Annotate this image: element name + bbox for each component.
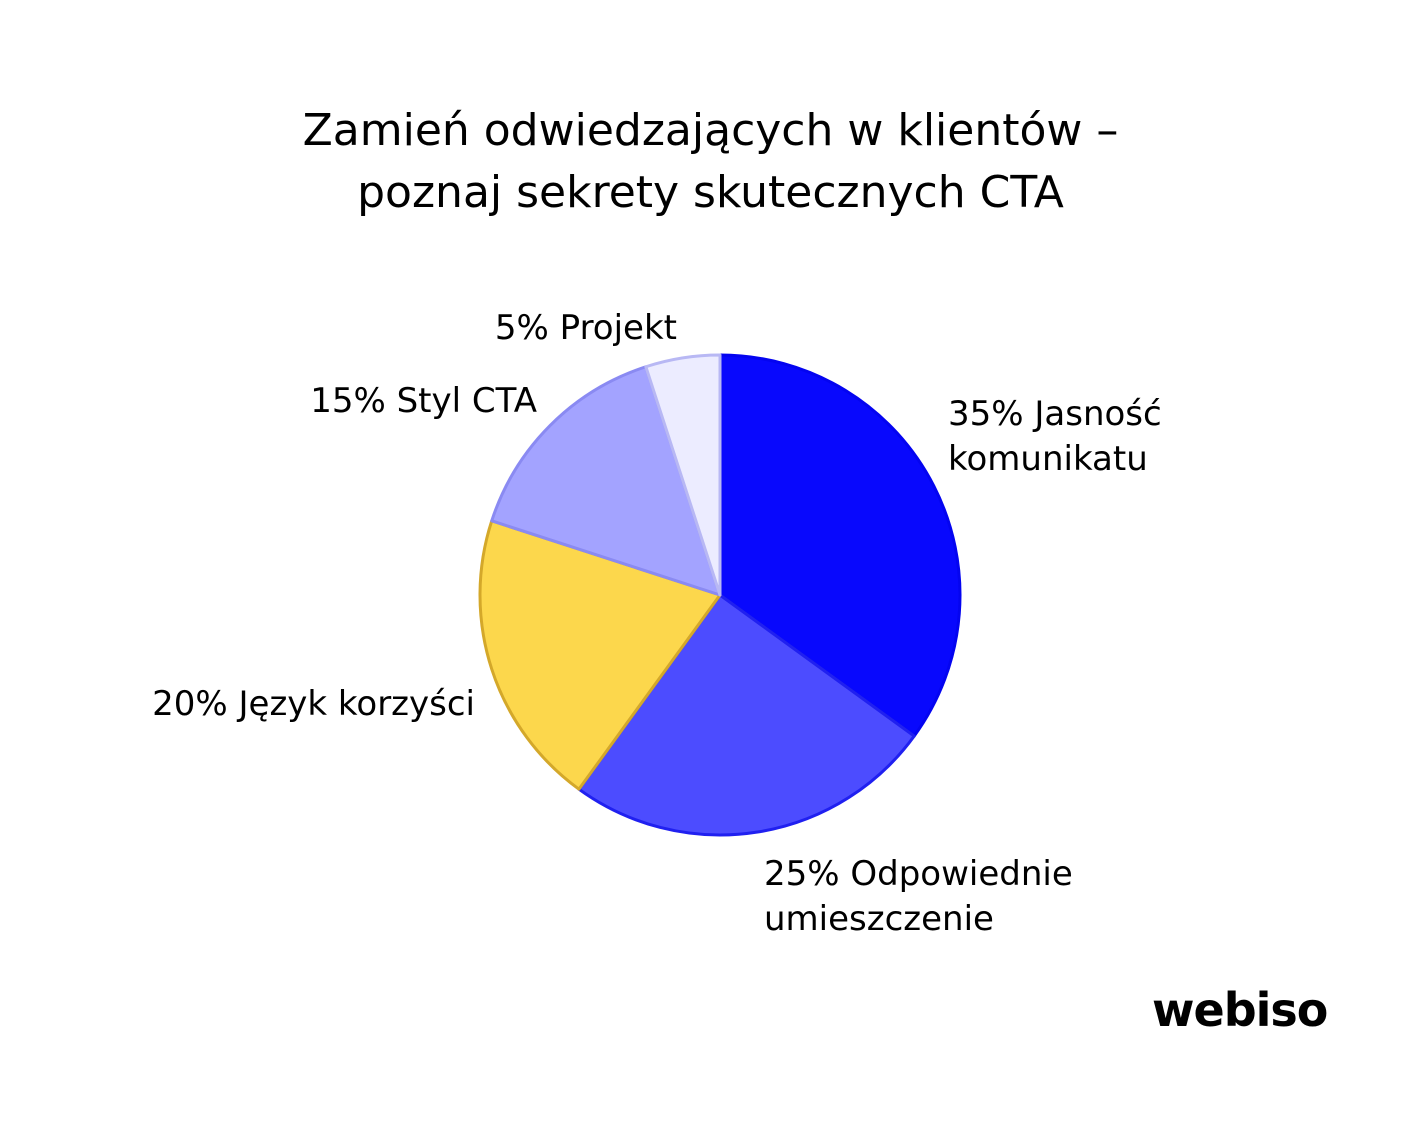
- pie-slice-2: [577, 593, 916, 837]
- slice-label-5-line-1: 5% Projekt: [495, 308, 677, 348]
- pie-slice-1: [718, 353, 962, 738]
- slice-label-1-line-2: komunikatu: [948, 439, 1148, 479]
- pie-slice-5: [644, 353, 722, 597]
- slice-label-2-line-1: 25% Odpowiednie: [764, 854, 1073, 894]
- slice-label-3-line-1: 20% Język korzyści: [152, 684, 475, 724]
- slice-label-2-line-2: umieszczenie: [764, 899, 994, 939]
- chart-title: Zamień odwiedzających w klientów – pozna…: [0, 100, 1421, 224]
- slice-label-4: 15% Styl CTA: [310, 381, 537, 421]
- pie-slice-3: [478, 519, 722, 791]
- slice-label-2: 25% Odpowiednie umieszczenie: [764, 854, 1073, 939]
- webiso-logo: webiso: [1152, 983, 1328, 1037]
- chart-title-line-1: Zamień odwiedzających w klientów –: [302, 105, 1119, 156]
- slice-label-1-line-1: 35% Jasność: [948, 394, 1162, 434]
- chart-title-line-2: poznaj sekrety skutecznych CTA: [357, 167, 1064, 218]
- slice-label-4-line-1: 15% Styl CTA: [310, 381, 537, 421]
- slice-label-5: 5% Projekt: [495, 308, 677, 348]
- slice-label-1: 35% Jasność komunikatu: [948, 394, 1162, 479]
- slice-label-3: 20% Język korzyści: [152, 684, 475, 724]
